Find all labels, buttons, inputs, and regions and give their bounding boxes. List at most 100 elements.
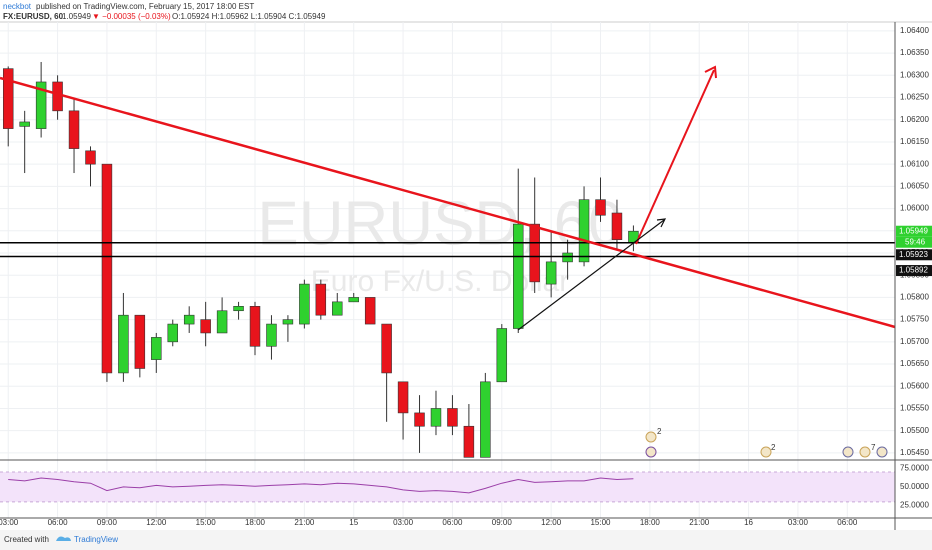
y-tick-label: 1.06100 [900,159,929,168]
candle-body [562,252,573,263]
price-label-box [896,249,932,261]
event-icons [645,431,888,458]
x-tick-label: 06:00 [48,518,69,527]
candle-body [134,314,146,369]
event-count: 7 [871,443,876,452]
candle-body [348,297,359,303]
candle-body [578,199,590,263]
event-count: 2 [657,427,662,436]
event-count: 2 [771,443,776,452]
countdown: 59:46 [905,237,926,246]
candle-body [151,337,162,360]
footer-text: Created with [4,535,49,544]
rsi-line [8,477,634,494]
arrow-head [656,218,667,228]
y-tick-label: 1.05600 [900,381,929,390]
y-tick-label: 1.05500 [900,426,929,435]
y-tick-label: 1.05800 [900,293,929,302]
rsi-tick-label: 25.0000 [900,501,929,510]
candle-body [200,319,211,334]
candle-body [266,323,277,347]
x-tick-label: 12:00 [146,518,167,527]
symbol: FX:EURUSD, 60 [3,12,64,21]
x-tick-label: 21:00 [689,518,710,527]
candle-body [414,412,425,427]
y-tick-label: 1.05750 [900,315,929,324]
x-tick-label: 09:00 [492,518,513,527]
candle-body [447,408,458,427]
y-tick-label: 1.06050 [900,181,929,190]
candle-body [529,223,540,283]
candle-body [315,283,327,316]
ohlc: O:1.05924 H:1.05962 L:1.05904 C:1.05949 [172,12,326,21]
price-label: 1.05923 [899,250,928,259]
x-tick-label: 03:00 [393,518,414,527]
candle-body [332,301,343,316]
x-tick-label: 03:00 [788,518,809,527]
price-label: 1.05892 [899,266,928,275]
candle-body [52,81,63,112]
rsi-tick-label: 50.0000 [900,482,929,491]
last: 1.05949 [62,12,91,21]
y-tick-label: 1.05550 [900,404,929,413]
candle-body [480,381,491,458]
candle-body [595,199,606,216]
x-tick-label: 06:00 [837,518,858,527]
y-tick-label: 1.05650 [900,359,929,368]
x-tick-label: 18:00 [245,518,266,527]
candle-body [299,283,310,325]
candle-body [118,314,129,374]
x-tick-label: 06:00 [442,518,463,527]
candle-body [216,310,228,334]
forecast-arrow [635,69,715,245]
x-tick-label: 18:00 [640,518,661,527]
candle-body [513,223,524,329]
candle-body [611,212,623,240]
candle-body [101,163,113,374]
x-tick-label: 15:00 [590,518,611,527]
candle-body [364,297,376,325]
candle-body [545,261,557,285]
y-tick-label: 1.06350 [900,48,929,57]
y-tick-label: 1.06150 [900,137,929,146]
change: ▼ −0.00035 (−0.03%) [92,12,171,21]
x-tick-label: 03:00 [0,518,19,527]
candle-body [496,328,508,383]
candle-body [233,306,244,312]
candle-body [68,110,80,149]
candle-body [2,68,14,129]
countdown-box [896,236,932,248]
y-tick-label: 1.06300 [900,70,929,79]
price-label-box [896,225,932,237]
y-tick-label: 1.06400 [900,26,929,35]
rsi-band [0,472,895,502]
y-tick-label: 1.05700 [900,337,929,346]
x-tick-label: 21:00 [294,518,315,527]
candle-body [381,323,392,374]
brand[interactable]: TradingView [74,535,118,544]
support-line [517,219,665,331]
x-tick-label: 15 [349,518,358,527]
price-label: 1.05949 [899,226,928,235]
y-tick-label: 1.06200 [900,115,929,124]
candle-body [85,150,96,165]
watermark-sub: Euro Fx/U.S. Dollar [311,265,569,298]
y-tick-label: 1.06000 [900,204,929,213]
rsi-tick-label: 75.0000 [900,463,929,472]
published: published on TradingView.com, February 1… [36,2,254,11]
candle-body [430,408,442,427]
y-tick-label: 1.05450 [900,448,929,457]
x-tick-label: 12:00 [541,518,562,527]
x-tick-label: 15:00 [196,518,217,527]
author: neckbot [3,2,32,11]
x-tick-label: 09:00 [97,518,118,527]
arrow-head [704,65,717,79]
candle-body [183,314,195,325]
y-tick-label: 1.06250 [900,93,929,102]
event-icon [645,446,657,458]
event-icon [645,431,657,443]
event-icon [876,446,888,458]
event-icon [859,446,871,458]
